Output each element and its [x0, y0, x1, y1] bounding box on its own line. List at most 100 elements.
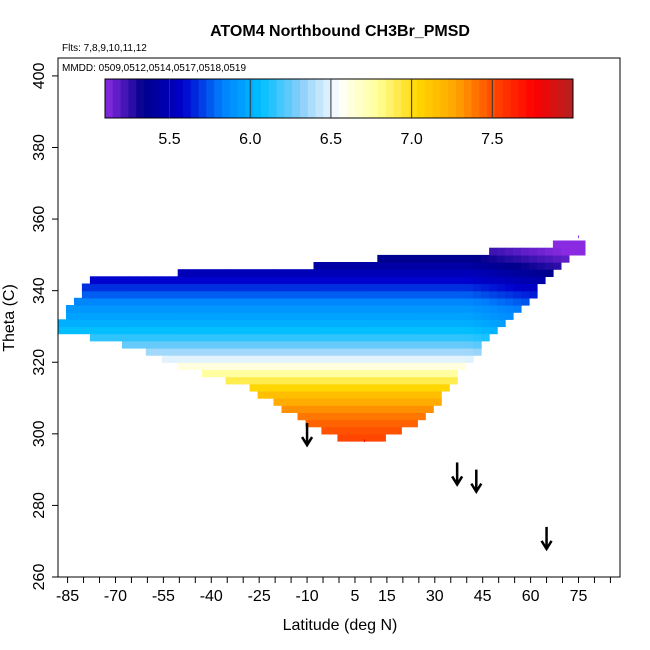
- x-tick-label: -25: [248, 588, 271, 605]
- heatmap-cell: [465, 347, 474, 356]
- heatmap-cell: [441, 290, 450, 299]
- heatmap-cell: [233, 355, 243, 363]
- heatmap-cell: [369, 283, 378, 292]
- heatmap-cell: [329, 369, 338, 378]
- heatmap-cell: [233, 312, 243, 320]
- heatmap-cell: [137, 290, 147, 299]
- heatmap-cell: [217, 319, 227, 328]
- heatmap-cell: [281, 347, 291, 356]
- heatmap-cell: [361, 269, 370, 277]
- heatmap-cell: [345, 312, 354, 320]
- heatmap-cell: [393, 412, 402, 421]
- heatmap-cell: [105, 326, 115, 335]
- heatmap-cell: [409, 276, 418, 285]
- heatmap-cell: [329, 333, 338, 342]
- heatmap-cell: [281, 376, 291, 385]
- heatmap-cell: [313, 362, 323, 370]
- heatmap-cell: [265, 319, 275, 328]
- heatmap-cell: [169, 355, 179, 363]
- heatmap-cell: [281, 383, 291, 392]
- heatmap-cell: [337, 262, 346, 270]
- heatmap-cell: [329, 319, 338, 328]
- heatmap-cell: [113, 333, 123, 342]
- heatmap-cell: [449, 376, 458, 385]
- heatmap-cell: [337, 426, 346, 435]
- heatmap-cell: [409, 362, 418, 370]
- heatmap-cell: [449, 262, 458, 270]
- heatmap-cell: [281, 283, 291, 292]
- heatmap-cell: [337, 405, 346, 413]
- heatmap-cell: [161, 283, 171, 292]
- heatmap-cell: [201, 290, 211, 299]
- heatmap-cell: [401, 376, 410, 385]
- heatmap-cell: [273, 376, 283, 385]
- heatmap-cell: [497, 283, 506, 292]
- heatmap-cell: [121, 276, 131, 285]
- heatmap-cell: [201, 312, 211, 320]
- heatmap-cell: [249, 333, 259, 342]
- heatmap-cell: [169, 283, 179, 292]
- heatmap-cell: [465, 312, 474, 320]
- heatmap-cell: [161, 305, 171, 313]
- heatmap-cell: [337, 419, 346, 428]
- heatmap-cell: [393, 369, 402, 378]
- heatmap-cell: [66, 326, 75, 335]
- heatmap-cell: [265, 297, 275, 306]
- heatmap-cell: [257, 355, 267, 363]
- heatmap-cell: [113, 326, 123, 335]
- heatmap-cell: [353, 312, 362, 320]
- heatmap-cell: [321, 412, 330, 421]
- heatmap-cell: [409, 312, 418, 320]
- heatmap-cell: [321, 376, 330, 385]
- heatmap-cell: [209, 290, 219, 299]
- heatmap-cell: [457, 297, 466, 306]
- heatmap-cell: [385, 269, 394, 277]
- heatmap-cell: [273, 333, 283, 342]
- colorbar-swatch: [300, 79, 309, 118]
- colorbar-swatch: [144, 79, 153, 118]
- heatmap-cell: [361, 347, 370, 356]
- heatmap-cell: [265, 369, 275, 378]
- heatmap-cell: [329, 376, 338, 385]
- heatmap-cell: [145, 305, 155, 313]
- heatmap-cell: [321, 419, 330, 428]
- heatmap-cell: [185, 340, 195, 349]
- heatmap-cell: [161, 319, 171, 328]
- heatmap-cell: [393, 362, 402, 370]
- heatmap-cell: [481, 290, 490, 299]
- heatmap-cell: [489, 283, 498, 292]
- heatmap-cell: [401, 312, 410, 320]
- heatmap-cell: [297, 305, 307, 313]
- heatmap-cell: [337, 369, 346, 378]
- heatmap-cell: [441, 262, 450, 270]
- heatmap-cell: [201, 340, 211, 349]
- heatmap-cell: [417, 390, 426, 399]
- heatmap-cell: [529, 290, 538, 299]
- heatmap-cell: [361, 398, 370, 406]
- heatmap-cell: [297, 347, 307, 356]
- heatmap-cell: [257, 333, 267, 342]
- heatmap-cell: [145, 276, 155, 285]
- heatmap-cell: [265, 390, 275, 399]
- heatmap-cell: [361, 376, 370, 385]
- heatmap-cell: [233, 283, 243, 292]
- heatmap-cell: [193, 297, 203, 306]
- heatmap-cell: [289, 297, 299, 306]
- heatmap-cell: [289, 355, 299, 363]
- heatmap-cell: [361, 433, 370, 442]
- heatmap-cell: [361, 326, 370, 335]
- heatmap-cell: [337, 412, 346, 421]
- heatmap-cell: [393, 347, 402, 356]
- heatmap-cell: [305, 362, 315, 370]
- heatmap-cell: [321, 340, 330, 349]
- colorbar-swatch: [401, 79, 410, 118]
- colorbar-swatch: [518, 79, 527, 118]
- heatmap-cell: [129, 290, 139, 299]
- heatmap-cell: [169, 290, 179, 299]
- heatmap-cell: [369, 426, 378, 435]
- heatmap-cell: [409, 398, 418, 406]
- heatmap-cell: [377, 333, 386, 342]
- heatmap-cell: [129, 340, 139, 349]
- heatmap-cell: [153, 326, 163, 335]
- heatmap-cell: [129, 276, 139, 285]
